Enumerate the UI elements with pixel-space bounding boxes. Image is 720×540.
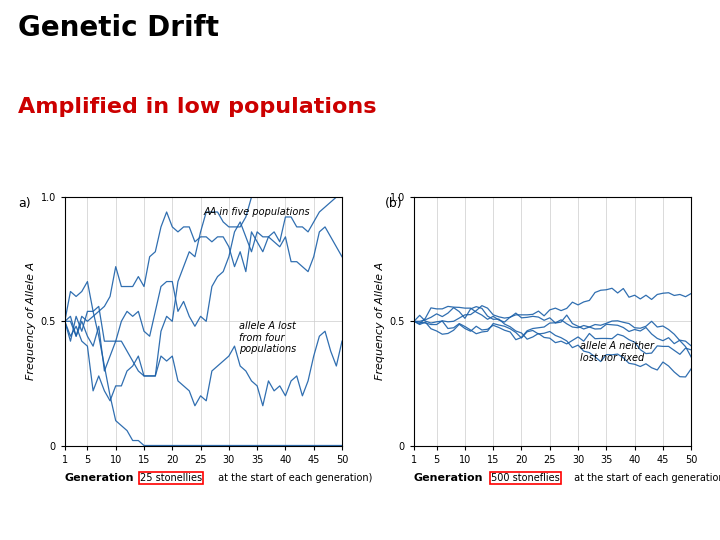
Text: Amplified in low populations: Amplified in low populations <box>18 97 377 117</box>
Text: a): a) <box>18 197 31 210</box>
Y-axis label: Frequency of Allele A: Frequency of Allele A <box>26 262 36 380</box>
Text: at the start of each generation): at the start of each generation) <box>215 473 372 483</box>
Text: allele A lost
from four
populations: allele A lost from four populations <box>240 321 297 354</box>
Text: Genetic Drift: Genetic Drift <box>18 14 219 42</box>
Text: AA in five populations: AA in five populations <box>203 207 310 217</box>
Text: Generation: Generation <box>414 473 484 483</box>
Y-axis label: Frequency of Allele A: Frequency of Allele A <box>375 262 385 380</box>
Text: at the start of each generation): at the start of each generation) <box>571 473 720 483</box>
Text: 25 stonellies: 25 stonellies <box>140 473 202 483</box>
Text: Generation: Generation <box>65 473 135 483</box>
Text: allele A neither
lost nor fixed: allele A neither lost nor fixed <box>580 341 654 363</box>
Text: (b): (b) <box>385 197 402 210</box>
Text: 500 stoneflies: 500 stoneflies <box>491 473 559 483</box>
